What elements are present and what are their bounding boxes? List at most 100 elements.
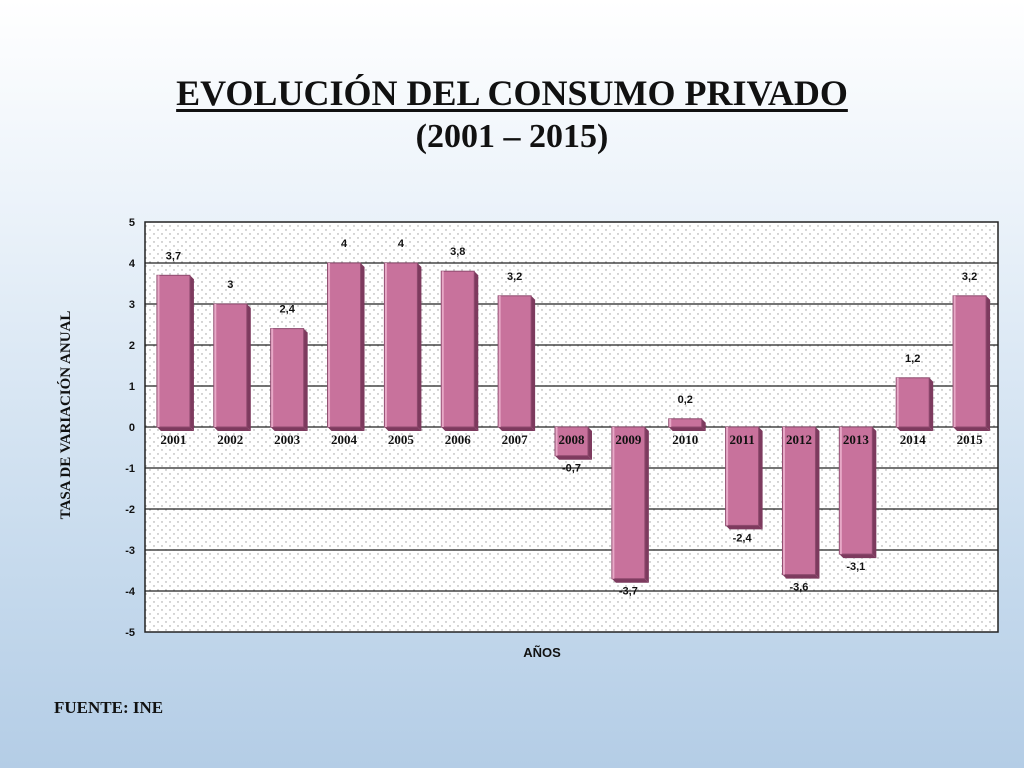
- bar-2002: [213, 303, 251, 431]
- data-label: -0,7: [562, 463, 581, 475]
- y-tick-label: 4: [129, 258, 136, 270]
- bar-2011: [725, 426, 763, 530]
- data-label: -3,6: [789, 582, 808, 594]
- bar-side: [872, 427, 877, 559]
- data-label: 1,2: [905, 353, 920, 365]
- x-tick-label: 2015: [957, 432, 984, 447]
- bar-base: [498, 427, 536, 431]
- bar-side: [986, 295, 991, 431]
- y-tick-label: 5: [129, 217, 135, 229]
- data-label: 3,2: [962, 271, 977, 283]
- x-tick-label: 2013: [843, 432, 870, 447]
- bar-side: [360, 263, 365, 431]
- y-axis-title: TASA DE VARIACIÓN ANUAL: [57, 311, 74, 520]
- y-tick-label: 2: [129, 340, 135, 352]
- bar-base: [441, 427, 479, 431]
- data-label: 2,4: [280, 304, 296, 316]
- y-tick-label: 1: [129, 381, 135, 393]
- x-tick-label: 2012: [786, 432, 812, 447]
- chart-title: EVOLUCIÓN DEL CONSUMO PRIVADO: [176, 73, 848, 113]
- x-tick-label: 2011: [729, 432, 754, 447]
- x-tick-label: 2010: [672, 432, 698, 447]
- data-label: 4: [398, 238, 405, 250]
- bar-base: [839, 554, 877, 559]
- y-tick-label: -3: [125, 545, 135, 557]
- bar-base: [270, 427, 308, 431]
- bar-2004: [327, 262, 365, 431]
- bar-side: [189, 275, 194, 431]
- data-label: -2,4: [733, 532, 753, 544]
- bar-front: [497, 295, 532, 428]
- chart-subtitle: (2001 – 2015): [415, 118, 609, 155]
- bar-front: [838, 426, 873, 555]
- bar-2003: [270, 328, 308, 431]
- bar-front: [781, 426, 816, 576]
- bar-front: [270, 328, 305, 428]
- x-tick-label: 2008: [559, 432, 586, 447]
- bar-side: [303, 328, 308, 431]
- bar-side: [588, 427, 592, 460]
- data-label: 3: [227, 279, 233, 291]
- bar-side: [417, 263, 422, 431]
- x-tick-label: 2002: [217, 432, 243, 447]
- source-note: FUENTE: INE: [54, 698, 164, 717]
- x-tick-label: 2014: [900, 432, 927, 447]
- bar-2005: [383, 262, 422, 431]
- data-label: -3,1: [846, 561, 865, 573]
- x-tick-label: 2004: [331, 432, 358, 447]
- bar-2013: [838, 426, 877, 559]
- bar-front: [327, 262, 362, 428]
- data-label: 3,7: [166, 250, 181, 262]
- y-tick-label: -2: [125, 504, 135, 516]
- bar-base: [384, 427, 422, 431]
- bar-front: [895, 377, 930, 428]
- bar-2015: [952, 295, 991, 431]
- data-label: 0,2: [678, 394, 693, 406]
- bar-base: [213, 427, 251, 431]
- y-tick-label: -4: [125, 586, 136, 598]
- bar-front: [668, 418, 703, 428]
- data-label: -3,7: [619, 586, 638, 598]
- bar-side: [531, 295, 536, 431]
- bar-2012: [781, 426, 820, 579]
- x-tick-label: 2009: [615, 432, 642, 447]
- data-label: 4: [341, 238, 348, 250]
- bar-base: [725, 525, 763, 530]
- bar-front: [725, 426, 760, 526]
- bar-side: [246, 304, 251, 431]
- bar-2014: [895, 377, 934, 431]
- x-tick-label: 2003: [274, 432, 301, 447]
- bar-base: [156, 427, 194, 431]
- bar-front: [383, 262, 418, 428]
- bar-side: [815, 427, 820, 579]
- x-tick-label: 2005: [388, 432, 415, 447]
- y-tick-label: -1: [125, 463, 135, 475]
- bar-side: [701, 418, 706, 431]
- bar-front: [952, 295, 987, 428]
- bar-base: [555, 455, 592, 460]
- data-label: 3,2: [507, 271, 522, 283]
- bar-base: [327, 427, 365, 431]
- bar-base: [953, 427, 991, 431]
- bar-front: [611, 426, 646, 580]
- bar-front: [213, 303, 248, 428]
- data-label: 3,8: [450, 246, 465, 258]
- bar-side: [929, 377, 934, 431]
- bar-2009: [611, 426, 649, 583]
- x-axis-title: AÑOS: [523, 645, 561, 660]
- y-tick-label: -5: [125, 627, 135, 639]
- bar-front: [440, 270, 475, 428]
- bar-2008: [554, 426, 592, 460]
- bar-2007: [497, 295, 536, 431]
- bar-side: [474, 271, 479, 431]
- bar-base: [896, 427, 934, 431]
- bar-side: [644, 427, 649, 583]
- bar-2010: [668, 418, 706, 431]
- bar-side: [758, 427, 763, 530]
- x-tick-label: 2001: [160, 432, 186, 447]
- x-tick-label: 2006: [445, 432, 472, 447]
- bar-front: [554, 426, 589, 457]
- y-tick-label: 0: [129, 422, 135, 434]
- x-tick-label: 2007: [502, 432, 529, 447]
